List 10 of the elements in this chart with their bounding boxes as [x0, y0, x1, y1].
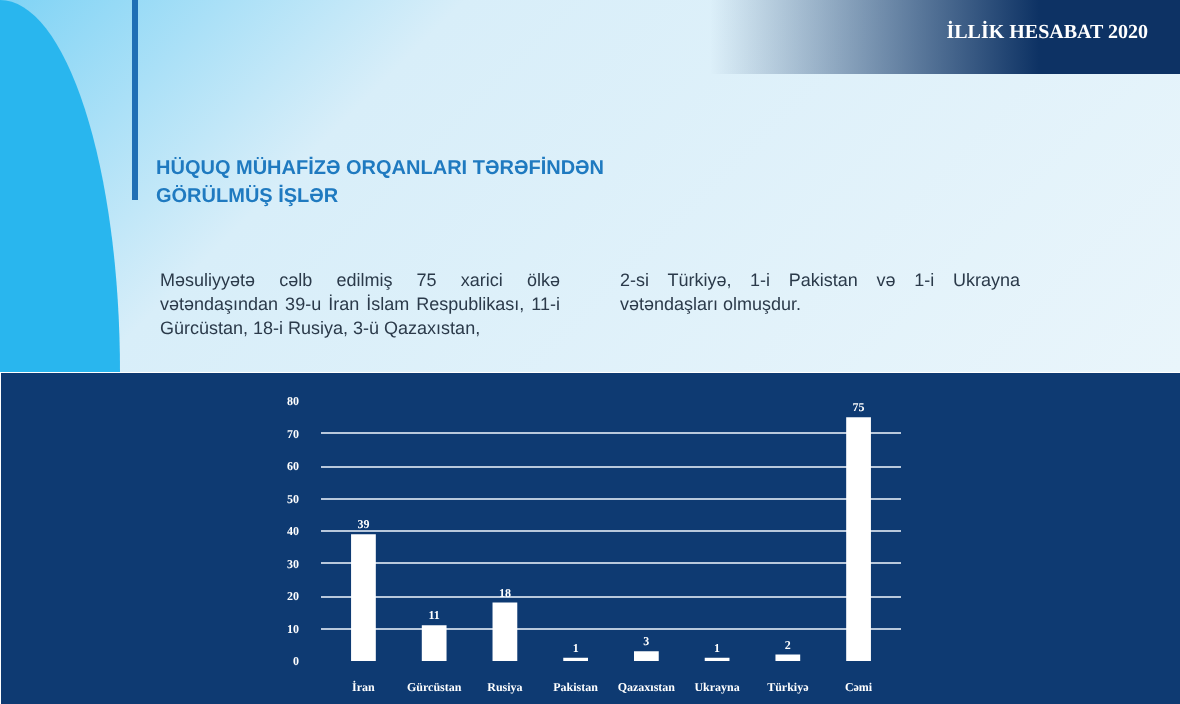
bar [633, 651, 659, 661]
bar [421, 625, 447, 661]
chart-title: HÜQUQ MÜHAFİZƏ ORQANLARI TƏRƏFİNDƏN GÖRÜLMÜŞ İŞLƏR [156, 156, 607, 212]
bar [775, 654, 801, 661]
bar [351, 534, 376, 661]
text: Məsuliyyətə cəlb edilmiş 75 xarici ölkə vətəndaşından 39-u İran İslam Respublikası, 11-i Gürcüstan, 18-i Rusiya, 3-ü Qazaxıstan, [160, 268, 560, 340]
bar [846, 417, 871, 661]
text: 2-si Türkiyə, 1-i Pakistan və 1-i Ukrayna vətəndaşları olmuşdur. [620, 268, 1020, 316]
text: İLLİK HESABAT 2020 [946, 20, 1148, 48]
bar [492, 602, 518, 661]
